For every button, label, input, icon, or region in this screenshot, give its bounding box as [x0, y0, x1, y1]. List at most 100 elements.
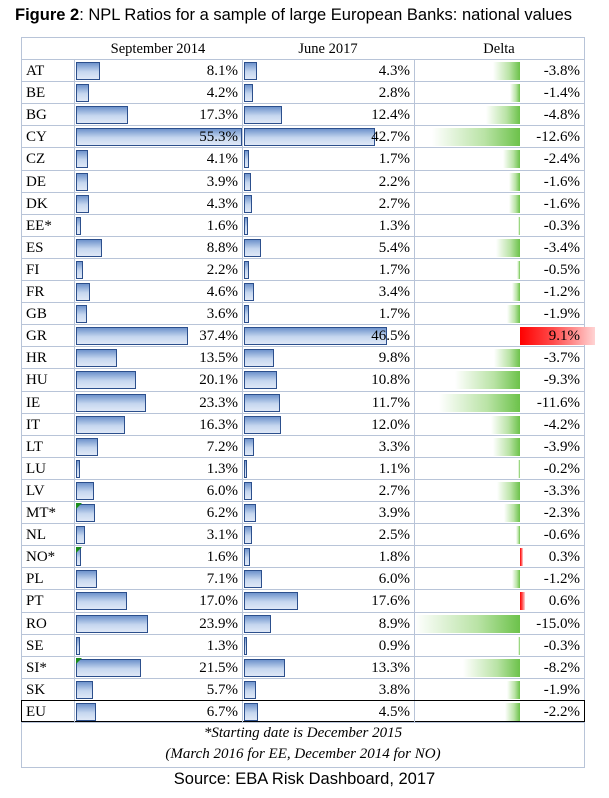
cell-delta: -0.6% [414, 524, 584, 547]
bar-sep2014 [76, 349, 117, 368]
bar-jun2017 [244, 680, 256, 699]
delta-bar-negative [511, 570, 520, 589]
cell-delta: -2.2% [414, 700, 584, 723]
cell-delta: -9.3% [414, 369, 584, 392]
value-sep2014: 8.1% [206, 63, 238, 79]
table-row: CY 55.3% 42.7% -12.6% [22, 125, 584, 149]
value-delta: -3.9% [543, 438, 580, 455]
value-sep2014: 7.1% [206, 571, 238, 588]
value-jun2017: 3.4% [378, 284, 410, 300]
bar-jun2017 [244, 570, 263, 589]
cell-jun2017: 17.6% [242, 590, 414, 613]
footnote-marker-icon [76, 657, 82, 664]
cell-jun2017: 13.3% [242, 656, 414, 679]
bar-jun2017 [244, 216, 248, 235]
value-jun2017: 2.8% [378, 85, 410, 102]
table-row: PT 17.0% 17.6% 0.6% [22, 589, 584, 613]
table-row: GB 3.6% 1.7% -1.9% [22, 302, 584, 326]
value-jun2017: 1.7% [378, 151, 410, 168]
table-row: SK 5.7% 3.8% -1.9% [22, 677, 584, 701]
delta-bar-positive [520, 592, 525, 611]
delta-bar-negative [504, 702, 520, 721]
table-row: FR 4.6% 3.4% -1.2% [22, 280, 584, 303]
value-delta: -1.9% [543, 306, 580, 323]
cell-delta: -1.2% [414, 281, 584, 303]
delta-bar-negative [415, 614, 520, 633]
value-jun2017: 2.7% [378, 195, 410, 212]
value-sep2014: 5.7% [206, 681, 238, 698]
delta-bar-negative [517, 636, 520, 655]
footnote-marker-icon [76, 503, 82, 509]
delta-bar-negative [496, 481, 520, 500]
value-jun2017: 1.7% [378, 261, 410, 278]
cell-jun2017: 5.4% [242, 236, 414, 259]
table-row: LU 1.3% 1.1% -0.2% [22, 456, 584, 480]
country-code: MT* [26, 505, 56, 521]
value-jun2017: 17.6% [371, 593, 410, 610]
bar-sep2014 [76, 636, 80, 655]
table-row: HU 20.1% 10.8% -9.3% [22, 368, 584, 392]
value-delta: -8.2% [543, 659, 580, 676]
bar-jun2017 [244, 459, 248, 478]
bar-jun2017 [244, 305, 250, 324]
country-code: IT [26, 416, 41, 433]
bar-sep2014 [76, 592, 128, 611]
delta-bar-negative [503, 150, 520, 169]
value-delta: -2.2% [543, 703, 580, 720]
delta-bar-negative [508, 172, 520, 191]
value-jun2017: 1.8% [378, 549, 410, 566]
bar-jun2017 [244, 260, 250, 279]
value-sep2014: 20.1% [199, 372, 238, 389]
bar-jun2017 [244, 172, 251, 191]
table-row: FI 2.2% 1.7% -0.5% [22, 257, 584, 281]
table-row: BE 4.2% 2.8% -1.4% [22, 81, 584, 105]
country-code: AT [26, 63, 45, 79]
figure-title-text: : NPL Ratios for a sample of large Europ… [79, 6, 573, 24]
bar-sep2014 [76, 393, 146, 412]
country-code: HU [26, 372, 48, 389]
bar-sep2014 [76, 570, 98, 589]
value-delta: -1.6% [543, 173, 580, 190]
footnote-marker-icon [76, 547, 82, 554]
bar-sep2014 [76, 680, 94, 699]
cell-jun2017: 1.7% [242, 148, 414, 171]
value-sep2014: 4.2% [206, 85, 238, 102]
country-code: FR [26, 284, 45, 300]
bar-jun2017 [244, 128, 376, 147]
delta-bar-negative [511, 283, 520, 301]
value-sep2014: 4.3% [206, 195, 238, 212]
table-row: GR 37.4% 46.5% 9.1% [22, 324, 595, 348]
value-sep2014: 3.9% [206, 173, 238, 190]
value-delta: -0.3% [543, 637, 580, 654]
bar-jun2017 [244, 349, 275, 368]
value-jun2017: 6.0% [378, 571, 410, 588]
value-sep2014: 2.2% [206, 261, 238, 278]
delta-bar-negative [517, 216, 520, 235]
cell-sep2014: 23.3% [74, 391, 242, 414]
cell-jun2017: 0.9% [242, 634, 414, 657]
table-row: MT* 6.2% 3.9% -2.3% [22, 501, 584, 524]
value-sep2014: 6.7% [206, 703, 238, 720]
bar-jun2017 [244, 283, 255, 301]
value-jun2017: 10.8% [371, 372, 410, 389]
bar-jun2017 [244, 592, 299, 611]
value-delta: -1.4% [543, 85, 580, 102]
cell-sep2014: 4.6% [74, 281, 242, 303]
cell-jun2017: 2.8% [242, 82, 414, 105]
table-row: AT 8.1% 4.3% -3.8% [22, 59, 584, 82]
cell-jun2017: 9.8% [242, 347, 414, 370]
delta-bar-negative [454, 371, 520, 390]
bar-jun2017 [244, 415, 281, 434]
cell-sep2014: 7.2% [74, 435, 242, 458]
value-delta: -1.6% [543, 195, 580, 212]
cell-delta: -1.9% [414, 303, 584, 326]
delta-bar-negative [486, 106, 520, 125]
value-delta: -3.8% [543, 63, 580, 79]
cell-jun2017: 3.4% [242, 281, 414, 303]
cell-delta: -12.6% [414, 126, 584, 149]
country-code: HR [26, 350, 47, 367]
bar-jun2017 [244, 614, 272, 633]
bar-jun2017 [244, 504, 256, 522]
cell-jun2017: 3.3% [242, 435, 414, 458]
value-delta: 9.1% [548, 328, 580, 345]
